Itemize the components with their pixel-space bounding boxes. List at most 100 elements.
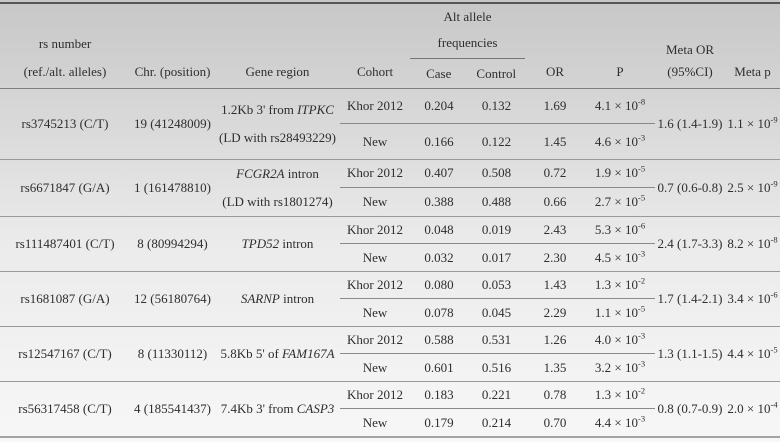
case-frequency-cell: 0.032 <box>410 243 468 272</box>
cohort-cell: Khor 2012 <box>340 326 410 354</box>
case-frequency-cell: 0.048 <box>410 216 468 244</box>
p-value-cell: 1.3 × 10-2 <box>585 381 656 409</box>
gene-region-line: TPD52 intron <box>215 230 340 258</box>
meta-p-cell: 2.5 × 10-9 <box>725 159 780 217</box>
control-frequency-cell: 0.214 <box>481 414 512 430</box>
control-frequency-cell: 0.516 <box>468 353 526 382</box>
exponent: -3 <box>638 358 646 369</box>
chr-position-cell: 4 (185541437) <box>134 401 211 417</box>
col-header-rs-number-line2: (ref./alt. alleles) <box>23 64 107 79</box>
cohort-cell: Khor 2012 <box>340 271 410 299</box>
p-value-cell: 4.4 × 10-3 <box>594 413 646 430</box>
gene-name: FCGR2A <box>236 166 285 181</box>
col-header-rs-number: rs number (ref./alt. alleles) <box>0 4 130 89</box>
gene-text: 5.8Kb 5' of <box>220 346 283 361</box>
table-row: rs6671847 (G/A) 1 (161478810) FCGR2A intro… <box>0 159 780 217</box>
col-header-meta-or-line1: Meta OR <box>666 42 715 57</box>
col-header-control: Control <box>476 65 517 81</box>
gene-text: (LD with rs1801274) <box>222 194 333 209</box>
control-frequency-cell: 0.019 <box>468 216 526 244</box>
table-row: rs1681087 (G/A) 12 (56180764) SARNP intron… <box>0 271 780 327</box>
case-frequency-cell: 0.183 <box>410 381 468 409</box>
col-header-gene-region: Gene region <box>215 4 340 89</box>
alt-allele-subheaders: Case Control <box>410 58 526 88</box>
col-header-p: P <box>585 4 656 89</box>
exponent: -3 <box>638 330 646 341</box>
exponent: -6 <box>770 289 778 300</box>
p-value-cell: 1.1 × 10-5 <box>585 298 656 327</box>
chr-position-cell: 19 (41248009) <box>130 88 215 160</box>
cohort-cell: New <box>340 187 410 218</box>
gene-name: CASP3 <box>296 401 335 417</box>
control-frequency-cell: 0.053 <box>468 271 526 299</box>
or-cell: 1.69 <box>525 88 586 124</box>
or-cell: 2.30 <box>525 243 586 272</box>
table-bottom-rule <box>0 436 780 438</box>
rs-number-cell: rs1681087 (G/A) <box>0 271 130 327</box>
gene-text: intron <box>279 291 315 306</box>
case-frequency-cell: 0.179 <box>424 414 454 430</box>
chr-position-cell: 8 (80994294) <box>130 216 215 272</box>
gene-region-line: (LD with rs1801274) <box>215 188 340 216</box>
col-header-or: OR <box>525 4 586 89</box>
meta-or-cell: 1.6 (1.4-1.9) <box>655 88 726 160</box>
col-header-meta-p: Meta p <box>725 4 780 89</box>
rs-number-cell: rs111487401 (C/T) <box>0 216 130 272</box>
or-cell: 1.35 <box>525 353 586 382</box>
cohort-cell: New <box>340 243 410 272</box>
control-frequency-cell: 0.045 <box>468 298 526 327</box>
meta-p-cell: 2.0 × 10-4 <box>727 399 778 417</box>
control-frequency-cell: 0.488 <box>468 187 526 218</box>
exponent: -3 <box>638 132 646 143</box>
p-value-cell: 4.6 × 10-3 <box>585 123 656 160</box>
col-header-meta-or: Meta OR (95%CI) <box>655 4 726 89</box>
or-cell: 2.29 <box>525 298 586 327</box>
cohort-cell: New <box>340 298 410 327</box>
table-row: rs111487401 (C/T) 8 (80994294) TPD52 intro… <box>0 216 780 272</box>
control-frequency-cell: 0.508 <box>468 159 526 188</box>
p-value-cell: 4.5 × 10-3 <box>585 243 656 272</box>
gene-region-cell: SARNP intron <box>215 271 340 327</box>
gene-region-cell: FCGR2A intron (LD with rs1801274) <box>215 159 340 217</box>
meta-or-cell: 1.7 (1.4-2.1) <box>655 271 726 327</box>
association-results-table: rs number (ref./alt. alleles) Chr. (posi… <box>0 4 780 437</box>
meta-p-cell: 8.2 × 10-8 <box>725 216 780 272</box>
col-header-alt-allele-frequencies: Alt allele frequencies Case Control <box>410 4 526 89</box>
exponent: -2 <box>638 275 646 286</box>
exponent: -5 <box>638 303 646 314</box>
table-row: New 0.388 0.488 0.66 2.7 × 10-5 <box>0 187 780 218</box>
gene-text: intron <box>279 236 314 251</box>
or-cell: 1.45 <box>525 123 586 160</box>
p-value-cell: 1.3 × 10-2 <box>585 271 656 299</box>
p-value-cell: 3.2 × 10-3 <box>585 353 656 382</box>
p-value-cell: 2.7 × 10-5 <box>585 187 656 218</box>
or-cell: 0.70 <box>543 414 567 430</box>
table-row: rs3745213 (C/T) 19 (41248009) 1.2Kb 3' fro… <box>0 88 780 160</box>
exponent: -9 <box>770 178 778 189</box>
col-header-cohort: Cohort <box>340 4 410 89</box>
or-cell: 1.26 <box>525 326 586 354</box>
or-cell: 1.43 <box>525 271 586 299</box>
cohort-cell: New <box>362 414 388 430</box>
or-cell: 2.43 <box>525 216 586 244</box>
gene-name: ITPKC <box>297 102 334 117</box>
cohort-cell: Khor 2012 <box>340 216 410 244</box>
meta-or-cell: 1.3 (1.1-1.5) <box>655 326 726 382</box>
col-header-case: Case <box>426 65 452 81</box>
case-frequency-cell: 0.407 <box>410 159 468 188</box>
p-value-cell: 1.9 × 10-5 <box>585 159 656 188</box>
exponent: -5 <box>770 344 778 355</box>
rs-number-cell: rs6671847 (G/A) <box>0 159 130 217</box>
gene-text: intron <box>284 166 319 181</box>
cohort-cell: New <box>340 123 410 160</box>
case-frequency-cell: 0.078 <box>410 298 468 327</box>
cohort-cell: New <box>340 353 410 382</box>
table-row: New 0.601 0.516 1.35 3.2 × 10-3 <box>0 353 780 382</box>
table-body: rs3745213 (C/T) 19 (41248009) 1.2Kb 3' fro… <box>0 88 780 437</box>
rs-number-cell: rs3745213 (C/T) <box>0 88 130 160</box>
meta-p-cell: 4.4 × 10-5 <box>725 326 780 382</box>
gene-text: 1.2Kb 3' from <box>221 102 298 117</box>
p-value-cell: 4.1 × 10-8 <box>585 88 656 124</box>
meta-p-cell: 3.4 × 10-6 <box>725 271 780 327</box>
